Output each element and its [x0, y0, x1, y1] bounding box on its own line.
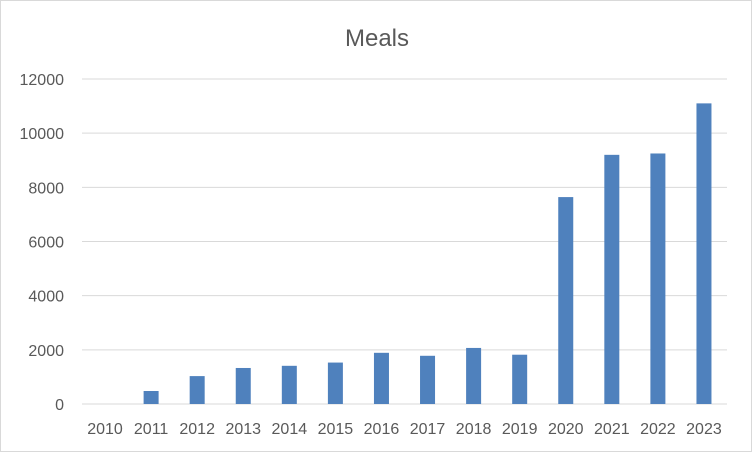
x-tick-label: 2014 [272, 421, 308, 438]
bars [143, 103, 712, 404]
y-tick-label: 4000 [28, 289, 64, 306]
chart-title: Meals [345, 25, 409, 52]
bar-2011 [143, 391, 159, 404]
bar-2012 [189, 376, 205, 404]
y-tick-label: 12000 [20, 72, 65, 89]
bar-2023 [696, 103, 712, 404]
x-tick-label: 2019 [502, 421, 538, 438]
x-tick-label: 2012 [179, 421, 215, 438]
bar-2020 [558, 197, 574, 404]
bar-2015 [327, 362, 343, 404]
bar-2016 [373, 352, 389, 404]
x-tick-label: 2016 [364, 421, 400, 438]
bar-2013 [235, 367, 251, 404]
bar-2018 [466, 347, 482, 404]
x-tick-label: 2010 [87, 421, 123, 438]
x-axis-ticks: 2010 2011 2012 2013 2014 2015 2016 2017 2018 2019… [87, 421, 722, 438]
x-tick-label: 2021 [594, 421, 630, 438]
y-tick-label: 10000 [20, 126, 65, 143]
x-tick-label: 2020 [548, 421, 584, 438]
x-tick-label: 2023 [686, 421, 722, 438]
y-tick-label: 6000 [28, 235, 64, 252]
gridlines [82, 78, 727, 405]
x-tick-label: 2018 [456, 421, 492, 438]
x-tick-label: 2022 [640, 421, 676, 438]
x-tick-label: 2017 [410, 421, 446, 438]
bar-2019 [512, 354, 528, 404]
x-tick-label: 2013 [225, 421, 261, 438]
bar-2021 [604, 154, 620, 404]
y-tick-label: 0 [55, 397, 64, 414]
x-tick-label: 2015 [318, 421, 354, 438]
bar-2022 [650, 153, 666, 404]
x-tick-label: 2011 [134, 421, 169, 438]
y-tick-label: 8000 [28, 180, 64, 197]
y-axis-ticks: 0 2000 4000 6000 8000 10000 12000 [20, 72, 65, 414]
bar-2017 [420, 355, 436, 404]
y-tick-label: 2000 [28, 343, 64, 360]
bar-2014 [281, 365, 297, 404]
